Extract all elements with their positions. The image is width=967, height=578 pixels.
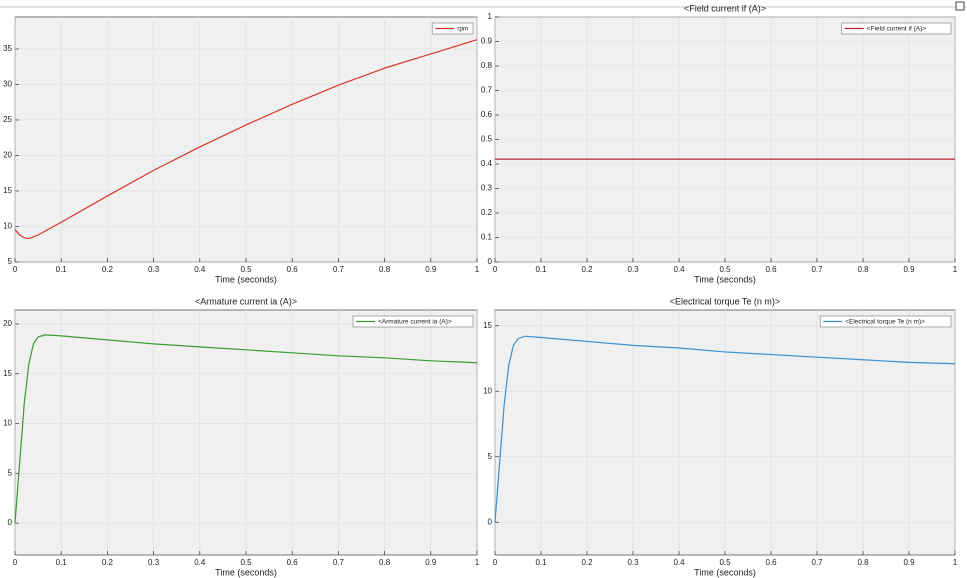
x-tick-label: 0.2 <box>581 265 593 274</box>
x-tick-label: 0.4 <box>673 265 685 274</box>
x-axis-label: Time (seconds) <box>215 274 277 284</box>
y-tick-label: 0.1 <box>481 233 493 242</box>
y-tick-label: 25 <box>3 115 12 124</box>
x-tick-label: 1 <box>953 558 958 567</box>
x-tick-label: 0.2 <box>102 558 114 567</box>
x-tick-label: 0.7 <box>333 558 345 567</box>
x-tick-label: 0.1 <box>535 558 547 567</box>
x-tick-label: 0.4 <box>194 558 206 567</box>
y-tick-label: 5 <box>488 452 493 461</box>
y-tick-label: 0 <box>8 518 13 527</box>
x-tick-label: 0.3 <box>627 558 639 567</box>
y-tick-label: 0.5 <box>481 135 493 144</box>
x-tick-label: 0.6 <box>765 558 777 567</box>
x-tick-label: 1 <box>475 558 480 567</box>
legend-label: rpm <box>457 26 468 33</box>
menu-icon[interactable] <box>955 1 965 11</box>
y-tick-label: 15 <box>3 369 12 378</box>
x-axis-label: Time (seconds) <box>215 567 277 577</box>
y-tick-label: 0.8 <box>481 61 493 70</box>
x-tick-label: 0.5 <box>240 265 252 274</box>
y-tick-label: 15 <box>483 321 492 330</box>
x-tick-label: 0.9 <box>425 265 437 274</box>
y-tick-label: 0.3 <box>481 184 493 193</box>
x-tick-label: 0 <box>13 265 18 274</box>
x-tick-label: 0 <box>493 558 498 567</box>
chart-title: <Armature current ia (A)> <box>195 296 297 306</box>
chart-title: <Field current if (A)> <box>684 3 766 13</box>
x-tick-label: 0.7 <box>811 265 823 274</box>
x-tick-label: 0.9 <box>903 265 915 274</box>
x-axis-label: Time (seconds) <box>694 274 756 284</box>
y-tick-label: 1 <box>488 12 493 21</box>
y-tick-label: 5 <box>8 257 13 266</box>
x-tick-label: 0 <box>493 265 498 274</box>
series-line <box>494 335 956 523</box>
y-tick-label: 0 <box>488 517 493 526</box>
x-tick-label: 0.2 <box>102 265 114 274</box>
x-tick-label: 0.4 <box>194 265 206 274</box>
x-tick-label: 1 <box>953 265 958 274</box>
x-tick-label: 0.3 <box>627 265 639 274</box>
x-tick-label: 0.5 <box>240 558 252 567</box>
x-tick-label: 1 <box>475 265 480 274</box>
x-tick-label: 0.1 <box>56 265 68 274</box>
y-tick-label: 0.2 <box>481 208 493 217</box>
y-tick-label: 10 <box>3 222 12 231</box>
series-line <box>14 334 478 524</box>
x-tick-label: 0.8 <box>857 558 869 567</box>
legend-box <box>352 315 474 328</box>
y-tick-label: 0.9 <box>481 37 493 46</box>
legend-label: <Armature current ia (A)> <box>378 319 452 326</box>
chart-title: <Electrical torque Te (n m)> <box>670 296 780 306</box>
y-tick-label: 10 <box>3 419 12 428</box>
x-tick-label: 0.1 <box>535 265 547 274</box>
y-tick-label: 0 <box>488 257 493 266</box>
x-tick-label: 0.6 <box>287 265 299 274</box>
x-tick-label: 0.7 <box>811 558 823 567</box>
x-tick-label: 0.5 <box>719 265 731 274</box>
y-tick-label: 5 <box>8 468 13 477</box>
legend-label: <Electrical torque Te (n m)> <box>845 319 925 326</box>
y-tick-label: 30 <box>3 80 12 89</box>
y-tick-label: 0.7 <box>481 86 493 95</box>
y-tick-label: 20 <box>3 319 12 328</box>
x-tick-label: 0.9 <box>425 558 437 567</box>
x-tick-label: 0.6 <box>765 265 777 274</box>
x-tick-label: 0.6 <box>287 558 299 567</box>
legend-box <box>841 22 952 35</box>
x-tick-label: 0.5 <box>719 558 731 567</box>
x-tick-label: 0.3 <box>148 558 160 567</box>
x-tick-label: 0.1 <box>56 558 68 567</box>
series-line <box>14 39 478 240</box>
legend-box <box>819 315 952 328</box>
x-tick-label: 0 <box>13 558 18 567</box>
x-tick-label: 0.4 <box>673 558 685 567</box>
y-tick-label: 10 <box>483 386 492 395</box>
x-axis-label: Time (seconds) <box>694 567 756 577</box>
y-tick-label: 0.6 <box>481 110 493 119</box>
legend-label: <Field current if (A)> <box>867 26 926 33</box>
x-tick-label: 0.8 <box>379 265 391 274</box>
y-tick-label: 20 <box>3 151 12 160</box>
x-tick-label: 0.8 <box>857 265 869 274</box>
x-tick-label: 0.9 <box>903 558 915 567</box>
x-tick-label: 0.7 <box>333 265 345 274</box>
x-tick-label: 0.2 <box>581 558 593 567</box>
x-tick-label: 0.8 <box>379 558 391 567</box>
x-tick-label: 0.3 <box>148 265 160 274</box>
y-tick-label: 15 <box>3 186 12 195</box>
y-tick-label: 0.4 <box>481 159 493 168</box>
y-tick-label: 35 <box>3 44 12 53</box>
